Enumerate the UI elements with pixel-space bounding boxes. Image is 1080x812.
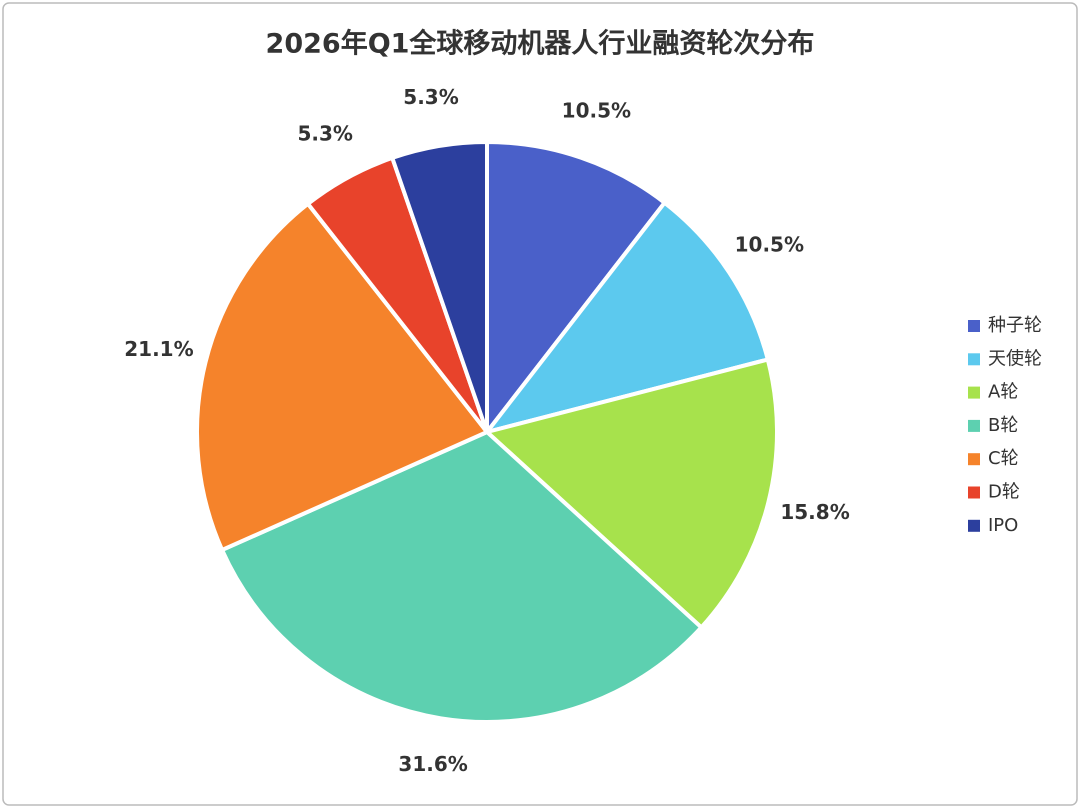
pie-slice	[195, 201, 491, 553]
data-label: 5.3%	[298, 122, 353, 146]
legend-swatch	[968, 353, 980, 366]
legend-swatch	[968, 386, 980, 399]
legend-label: C轮	[988, 448, 1019, 469]
data-label: 10.5%	[735, 233, 804, 257]
legend-label: IPO	[988, 515, 1018, 536]
legend-label: A轮	[988, 382, 1018, 403]
legend-label: 天使轮	[988, 348, 1042, 369]
chart-title: 2026年Q1全球移动机器人行业融资轮次分布	[266, 28, 815, 60]
legend-swatch	[968, 519, 980, 532]
legend-swatch	[968, 320, 980, 332]
data-label: 15.8%	[780, 500, 849, 524]
legend-label: B轮	[988, 415, 1018, 436]
legend-swatch	[968, 419, 980, 432]
pie-slice	[485, 139, 668, 438]
legend-swatch	[968, 486, 980, 499]
data-label: 5.3%	[403, 85, 458, 109]
pie-slice	[389, 139, 489, 433]
legend-swatch	[968, 453, 980, 466]
data-label: 10.5%	[562, 99, 631, 123]
legend-label: D轮	[988, 482, 1020, 503]
legend-label: 种子轮	[988, 315, 1042, 336]
pie-slice	[481, 199, 771, 436]
data-label: 31.6%	[398, 752, 467, 776]
data-label: 21.1%	[124, 337, 193, 361]
pie-slice	[219, 429, 705, 724]
pie-slice	[482, 357, 779, 631]
